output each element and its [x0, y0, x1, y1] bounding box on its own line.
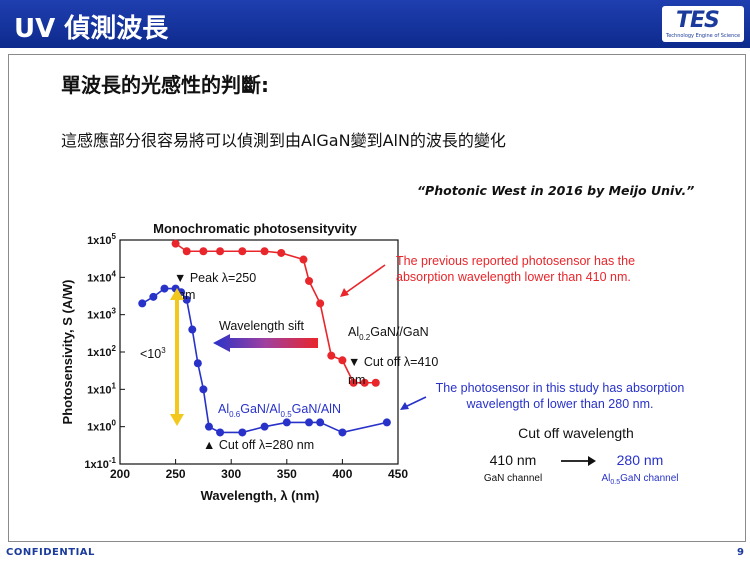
y-tick-label: 1x102: [87, 344, 116, 359]
previous-callout-arrow: [343, 264, 386, 295]
ratio-label: <103: [140, 346, 166, 361]
series-point: [199, 247, 208, 256]
tes-logo: TES Technology Engine of Science: [662, 6, 744, 42]
y-tick-label: 1x100: [87, 419, 116, 434]
slide-description: 這感應部分很容易將可以偵測到由AlGaN變到AlN的波長的變化: [61, 131, 506, 150]
citation: “Photonic West in 2016 by Meijo Univ.”: [417, 183, 695, 198]
slide-header: UV 偵測波長 TES Technology Engine of Science: [0, 0, 750, 48]
x-tick-label: 400: [332, 467, 352, 481]
content-panel: 單波長的光感性的判斷: 這感應部分很容易將可以偵測到由AlGaN變到AlN的波長…: [8, 54, 746, 542]
series-point: [216, 247, 225, 256]
peak-label: ▼ Peak λ=250: [174, 271, 256, 285]
study-callout-line1: The photosensor in this study has absorp…: [436, 381, 685, 395]
series-point: [199, 385, 208, 394]
ratio-arrow-top: [170, 288, 184, 300]
previous-callout-arrowhead: [340, 288, 349, 297]
series-point: [193, 359, 202, 368]
series-point: [260, 247, 269, 256]
x-tick-label: 450: [388, 467, 408, 481]
series-point: [305, 418, 314, 427]
series-point: [371, 378, 380, 387]
y-axis-label: Photosensivity, S (A/W): [60, 280, 75, 425]
logo-subtext: Technology Engine of Science: [666, 33, 741, 39]
previous-callout-line2: absorption wavelength lower than 410 nm.: [396, 270, 631, 284]
y-tick-label: 1x103: [87, 307, 116, 322]
series-point: [260, 422, 269, 431]
cutoff-arrowhead: [588, 456, 596, 466]
logo-text: TES: [676, 8, 720, 33]
cutoff-left-label: GaN channel: [484, 473, 542, 484]
series-point: [327, 351, 336, 360]
x-axis-label: Wavelength, λ (nm): [201, 488, 320, 503]
blue-cutoff-label: ▲ Cut off λ=280 nm: [203, 438, 314, 452]
x-tick-label: 300: [221, 467, 241, 481]
previous-callout-line1: The previous reported photosensor has th…: [396, 254, 635, 268]
page-number: 9: [737, 547, 744, 558]
series-point: [216, 428, 225, 437]
series-point: [238, 428, 247, 437]
chart-title: Monochromatic photosensityvity: [153, 221, 357, 236]
series-point: [188, 325, 197, 334]
x-tick-label: 250: [166, 467, 186, 481]
slide-subtitle: 單波長的光感性的判斷:: [61, 73, 269, 97]
series-point: [282, 418, 291, 427]
x-tick-label: 350: [277, 467, 297, 481]
series-point: [305, 276, 314, 285]
x-tick-label: 200: [110, 467, 130, 481]
cutoff-title: Cut off wavelength: [518, 425, 634, 441]
series-point: [149, 292, 158, 301]
study-callout-arrow: [404, 396, 427, 408]
series-point: [316, 418, 325, 427]
series-point: [316, 299, 325, 308]
cutoff-left-value: 410 nm: [490, 452, 537, 468]
series-point: [360, 378, 369, 387]
red-material-label: Al0.2GaN//GaN: [348, 325, 429, 342]
wavelength-shift-arrow: [213, 334, 318, 352]
study-callout-arrowhead: [400, 402, 409, 410]
y-tick-label: 1x101: [87, 381, 116, 396]
series-point: [204, 422, 213, 431]
shift-label: Wavelength sift: [219, 319, 305, 333]
series-point: [171, 239, 180, 248]
ratio-arrow-bottom: [170, 414, 184, 426]
cutoff-right-label: Al0.5GaN channel: [601, 473, 678, 486]
series-point: [349, 378, 358, 387]
blue-material-label: Al0.6GaN/Al0.5GaN/AlN: [218, 402, 341, 419]
series-point: [382, 418, 391, 427]
series-point: [238, 247, 247, 256]
cutoff-right-value: 280 nm: [617, 452, 664, 468]
series-point: [182, 247, 191, 256]
series-point: [338, 356, 347, 365]
series-point: [299, 255, 308, 264]
slide-title: UV 偵測波長: [14, 14, 169, 44]
series-point: [277, 248, 286, 257]
series-point: [160, 284, 169, 293]
red-cutoff-unit: nm: [348, 373, 365, 387]
axis-ticks: 200 250 300 350 400 450 1x105 1x104 1x103 1x102 1x…: [84, 232, 408, 481]
confidential-label: CONFIDENTIAL: [6, 547, 95, 558]
series-point: [138, 299, 147, 308]
y-tick-label: 1x105: [87, 232, 116, 247]
series-point: [182, 295, 191, 304]
y-tick-label: 1x10-1: [84, 456, 116, 471]
study-callout-line2: wavelength of lower than 280 nm.: [466, 397, 654, 411]
red-cutoff-label: ▼ Cut off λ=410: [348, 355, 438, 369]
series-point: [338, 428, 347, 437]
y-tick-label: 1x104: [87, 269, 116, 284]
